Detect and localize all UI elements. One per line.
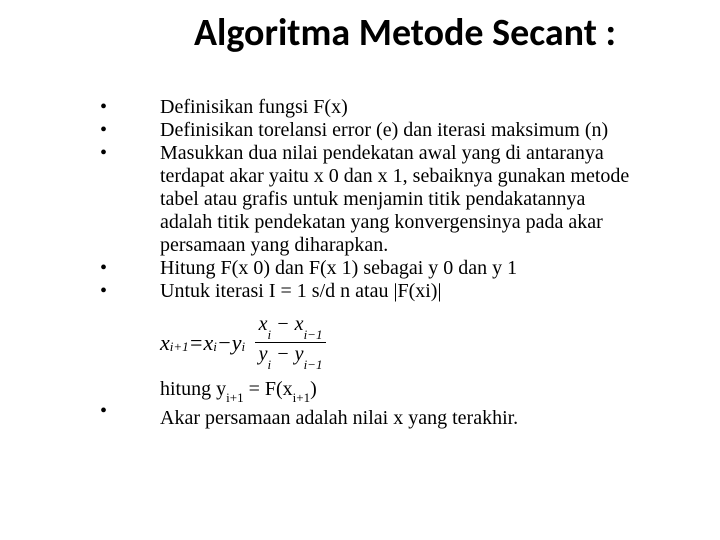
bullet-icon: • xyxy=(100,257,160,280)
slide: Algoritma Metode Secant : • • • • • • De… xyxy=(0,0,720,540)
spacer xyxy=(100,377,160,400)
bullet-column: • • • • • • xyxy=(100,96,160,430)
list-item: Definisikan torelansi error (e) dan iter… xyxy=(160,119,640,142)
post-formula-line: hitung yi+1 = F(xi+1) xyxy=(160,378,640,407)
list-item: Akar persamaan adalah nilai x yang terak… xyxy=(160,407,640,430)
formula-var: y xyxy=(295,343,304,365)
formula-sub: i xyxy=(242,335,246,358)
formula-sub: i−1 xyxy=(304,357,323,372)
bullet-icon: • xyxy=(100,96,160,119)
formula-fraction: xi − xi−1 yi − yi−1 xyxy=(255,313,327,372)
formula-op: − xyxy=(217,331,232,354)
subscript: i+1 xyxy=(226,390,243,405)
text: ) xyxy=(310,378,317,400)
list-item: Hitung F(x 0) dan F(x 1) sebagai y 0 dan… xyxy=(160,257,640,280)
formula-var: x xyxy=(160,331,170,354)
formula-var: x xyxy=(259,313,268,335)
bullet-icon: • xyxy=(100,400,160,423)
formula: xi+1 = xi − yi xi − xi−1 yi − yi−1 xyxy=(160,313,330,372)
formula-var: x xyxy=(295,313,304,335)
formula-var: y xyxy=(259,343,268,365)
formula-op: − xyxy=(271,313,295,335)
text-column: Definisikan fungsi F(x) Definisikan tore… xyxy=(160,96,640,430)
text: hitung y xyxy=(160,378,226,400)
formula-sub: i xyxy=(268,327,272,342)
spacer xyxy=(100,303,160,377)
fraction-numerator: xi − xi−1 xyxy=(255,313,327,342)
formula-var: x xyxy=(204,331,214,354)
text: = F(x xyxy=(244,378,293,400)
formula-sub: i+1 xyxy=(170,335,189,358)
bullet-icon: • xyxy=(100,142,160,165)
formula-var: y xyxy=(232,331,242,354)
formula-sub: i−1 xyxy=(304,327,323,342)
list-item: Definisikan fungsi F(x) xyxy=(160,96,640,119)
list-item: Untuk iterasi I = 1 s/d n atau |F(xi)| xyxy=(160,280,640,303)
formula-sub: i xyxy=(268,357,272,372)
content-area: • • • • • • Definisikan fungsi F(x) Defi… xyxy=(100,96,640,430)
page-title: Algoritma Metode Secant : xyxy=(130,10,680,56)
formula-sub: i xyxy=(213,335,217,358)
formula-op: − xyxy=(271,343,295,365)
bullet-icon: • xyxy=(100,119,160,142)
list-item: Masukkan dua nilai pendekatan awal yang … xyxy=(160,142,640,257)
subscript: i+1 xyxy=(293,390,310,405)
spacer xyxy=(100,165,160,257)
formula-eq: = xyxy=(189,331,204,354)
fraction-denominator: yi − yi−1 xyxy=(255,343,327,372)
bullet-icon: • xyxy=(100,280,160,303)
formula-block: xi+1 = xi − yi xi − xi−1 yi − yi−1 xyxy=(160,313,640,372)
